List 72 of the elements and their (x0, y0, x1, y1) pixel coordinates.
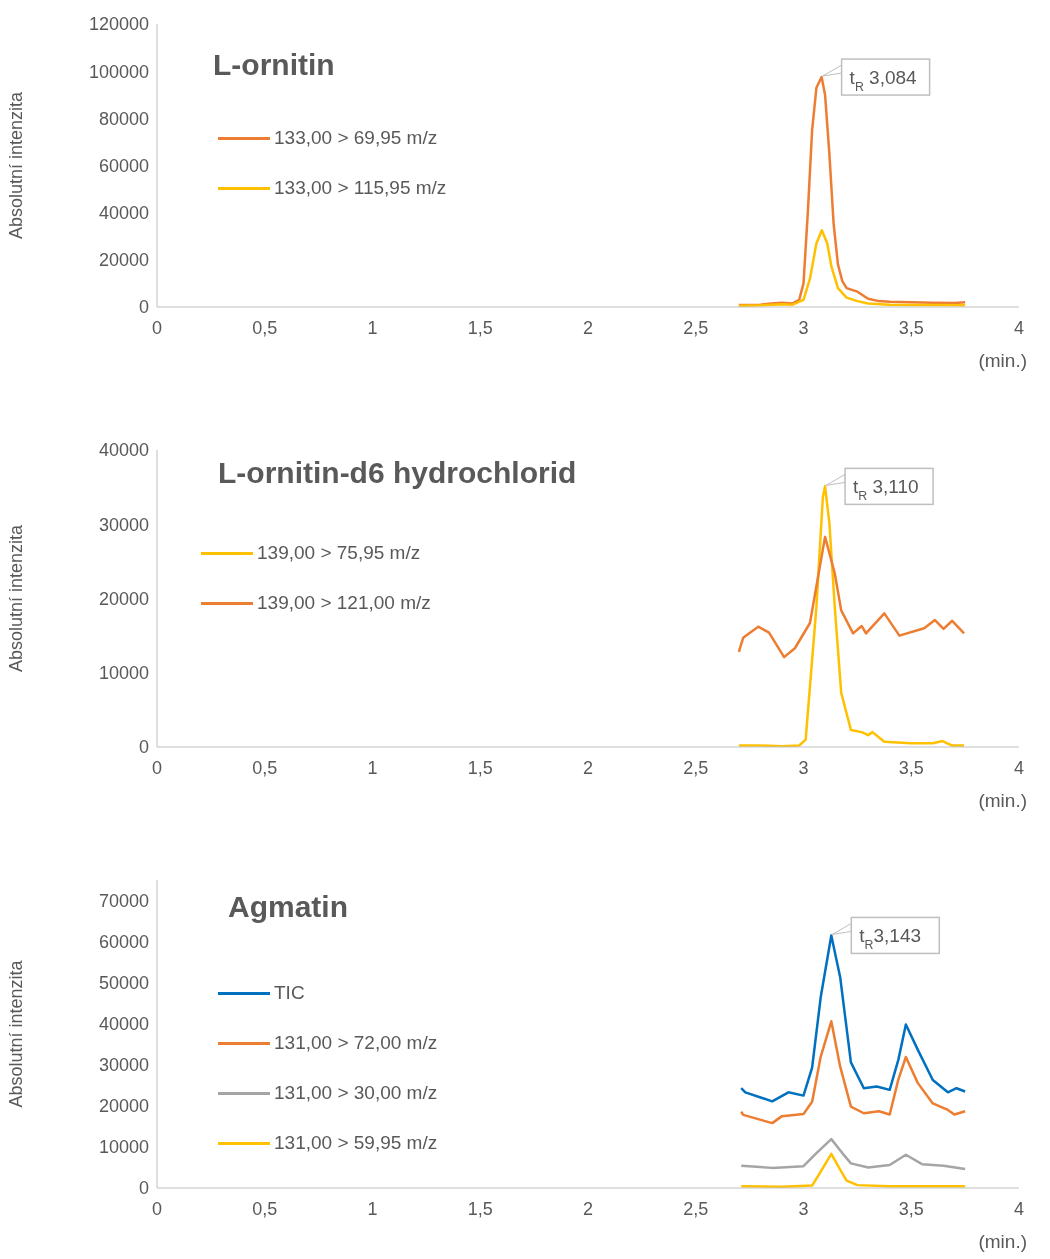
line-series (737, 229, 967, 307)
y-tick-label: 100000 (88, 61, 149, 82)
y-tick-label: 20000 (98, 1096, 149, 1117)
legend-label: 131,00 > 30,00 m/z (274, 1082, 438, 1104)
y-tick-label: 30000 (98, 514, 149, 535)
x-tick-label: 3 (798, 1198, 809, 1219)
y-tick-label: 40000 (98, 203, 149, 224)
x-tick-label: 0,5 (252, 1198, 278, 1219)
y-tick-label: 10000 (98, 1137, 149, 1158)
line-series (737, 535, 966, 659)
annotation: t$_{R}$ 3,110 (853, 476, 919, 504)
legend-label: 133,00 > 69,95 m/z (274, 127, 438, 149)
legend-label: 139,00 > 75,95 m/z (257, 542, 421, 564)
x-tick-label: 0,5 (252, 317, 278, 338)
x-tick-label: 3,5 (898, 1198, 924, 1219)
x-tick-label: 4 (1013, 317, 1025, 338)
y-tick-label: 80000 (98, 108, 149, 129)
y-tick-label: 60000 (98, 931, 149, 952)
y-tick-label: 20000 (98, 588, 149, 609)
y-tick-label: 120000 (88, 14, 149, 35)
x-axis-title: (min.) (978, 1231, 1027, 1252)
y-axis-title: Absolutní intenzita (6, 523, 27, 673)
x-tick-label: 1 (367, 757, 378, 778)
line-series (739, 1152, 967, 1188)
x-axis-title: (min.) (978, 790, 1027, 811)
x-tick-label: 4 (1013, 757, 1025, 778)
legend-label: 133,00 > 115,95 m/z (274, 177, 447, 199)
x-tick-label: 3 (798, 757, 809, 778)
x-tick-label: 4 (1013, 1198, 1025, 1219)
x-tick-label: 1,5 (467, 1198, 493, 1219)
x-tick-label: 1,5 (467, 757, 493, 778)
x-tick-label: 1 (367, 1198, 378, 1219)
y-tick-label: 10000 (98, 663, 149, 684)
line-series (739, 1137, 967, 1171)
y-tick-label: 60000 (98, 155, 149, 176)
y-axis-title: Absolutní intenzita (6, 959, 27, 1108)
legend-label: 131,00 > 59,95 m/z (274, 1132, 438, 1154)
annotation: t$_{R}$ 3,084 (849, 67, 918, 95)
x-tick-label: 2 (582, 1198, 594, 1219)
x-tick-label: 2 (582, 757, 594, 778)
x-tick-label: 1,5 (467, 317, 493, 338)
y-tick-label: 40000 (98, 440, 149, 461)
x-tick-label: 2,5 (683, 757, 709, 778)
line-series (739, 1020, 967, 1125)
text: L-ornitin (213, 48, 335, 82)
annotation: t$_{R}$3,143 (859, 925, 922, 953)
y-tick-label: 70000 (98, 890, 149, 911)
y-axis-title: Absolutní intenzita (6, 90, 27, 240)
legend-label: 131,00 > 72,00 m/z (274, 1032, 438, 1054)
y-tick-label: 30000 (98, 1055, 149, 1076)
x-tick-label: 2 (582, 317, 594, 338)
legend-label: 139,00 > 121,00 m/z (257, 592, 431, 614)
x-tick-label: 3 (798, 317, 809, 338)
x-tick-label: 1 (367, 317, 378, 338)
x-tick-label: 3,5 (898, 317, 924, 338)
y-tick-label: 40000 (98, 1014, 149, 1035)
x-tick-label: 2,5 (683, 317, 709, 338)
y-tick-label: 20000 (98, 250, 149, 271)
x-tick-label: 2,5 (683, 1198, 709, 1219)
x-tick-label: 0 (151, 317, 163, 338)
x-tick-label: 0,5 (252, 757, 278, 778)
y-tick-label: 0 (138, 1178, 149, 1199)
x-tick-label: 0 (151, 757, 163, 778)
legend-label: TIC (274, 982, 305, 1004)
x-axis-title: (min.) (978, 350, 1027, 371)
chart-title: L-ornitin-d6 hydrochlorid (218, 456, 577, 490)
chart-title: Agmatin (228, 890, 348, 924)
x-tick-label: 3,5 (898, 757, 924, 778)
y-tick-label: 0 (138, 737, 149, 758)
y-tick-label: 50000 (98, 973, 149, 994)
x-tick-label: 0 (151, 1198, 163, 1219)
y-tick-label: 0 (138, 297, 149, 318)
